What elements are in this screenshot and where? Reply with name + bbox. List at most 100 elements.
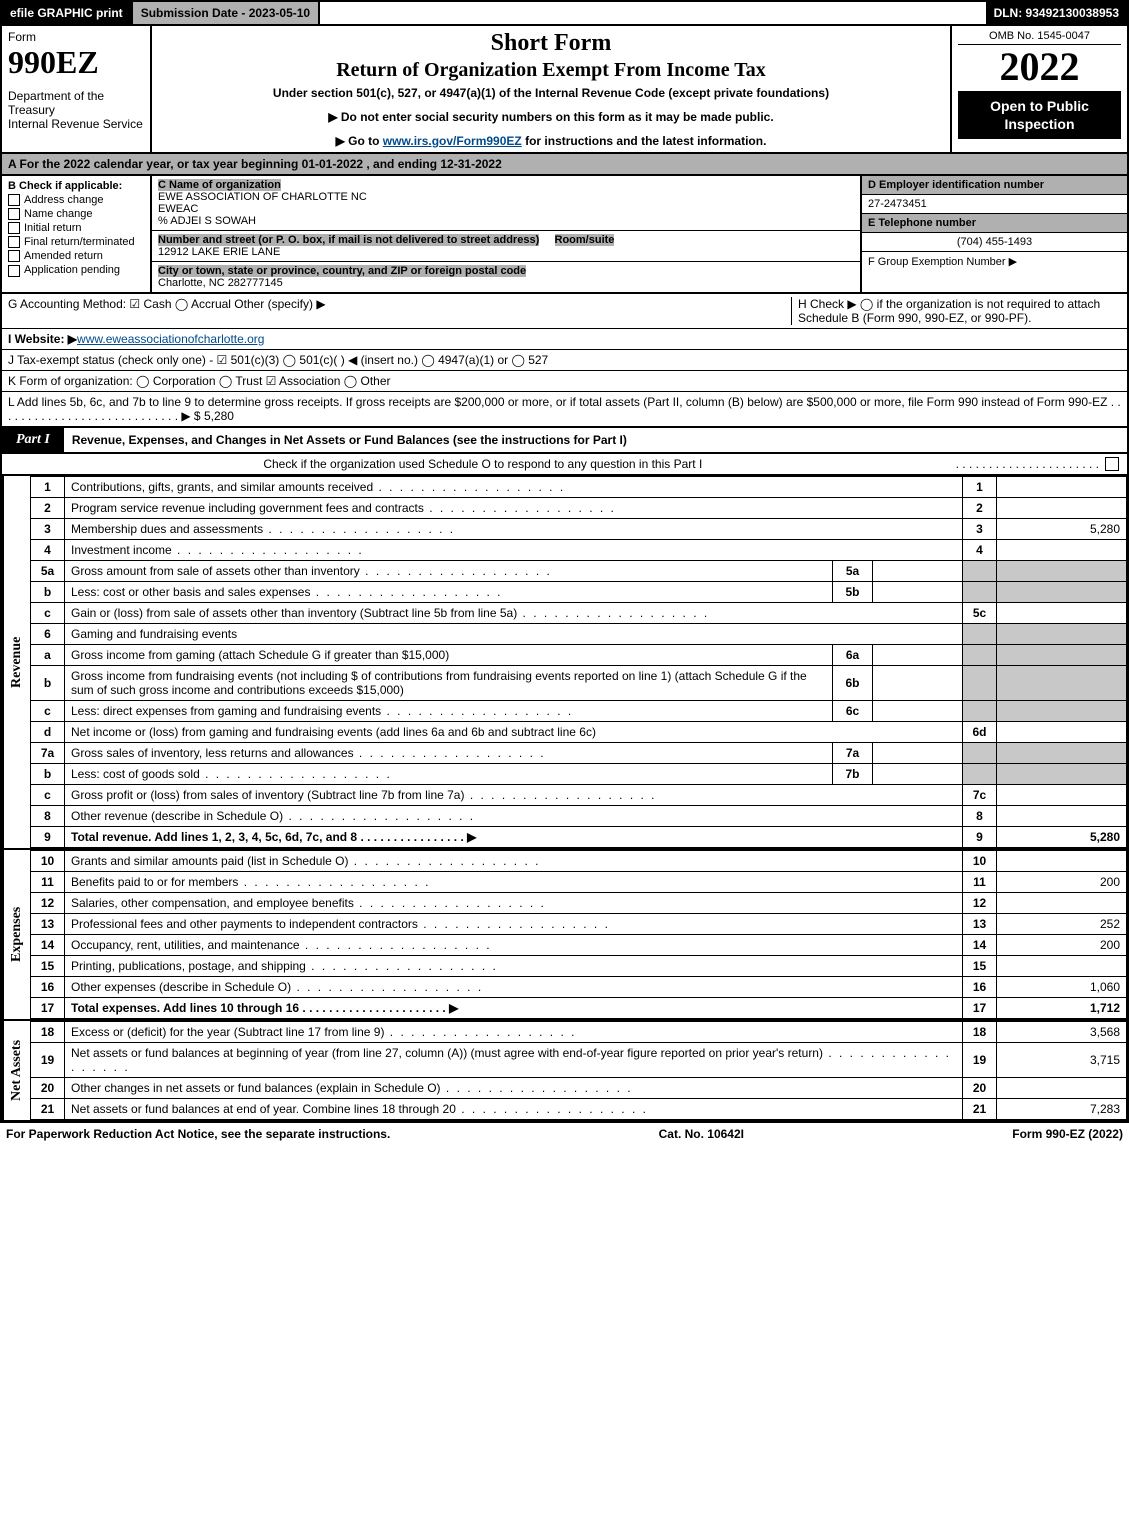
irs-link[interactable]: www.irs.gov/Form990EZ — [383, 134, 522, 148]
right-cell: OMB No. 1545-0047 2022 Open to Public In… — [952, 26, 1127, 152]
line-6d: dNet income or (loss) from gaming and fu… — [31, 722, 1127, 743]
form-id-cell: Form 990EZ Department of the Treasury In… — [2, 26, 152, 152]
room-hdr: Room/suite — [555, 234, 615, 246]
footer-left: For Paperwork Reduction Act Notice, see … — [6, 1127, 390, 1141]
d-ein: 27-2473451 — [862, 195, 1127, 214]
netassets-table: 18Excess or (deficit) for the year (Subt… — [30, 1021, 1127, 1120]
expenses-table: 10Grants and similar amounts paid (list … — [30, 850, 1127, 1019]
title-cell: Short Form Return of Organization Exempt… — [152, 26, 952, 152]
chk-name-change[interactable]: Name change — [8, 208, 144, 220]
section-bcdef: B Check if applicable: Address change Na… — [0, 176, 1129, 294]
line-7a: 7aGross sales of inventory, less returns… — [31, 743, 1127, 764]
org-name-1: EWE ASSOCIATION OF CHARLOTTE NC — [158, 191, 367, 203]
chk-initial-return[interactable]: Initial return — [8, 222, 144, 234]
row-g-accounting: G Accounting Method: ☑ Cash ◯ Accrual Ot… — [8, 297, 791, 325]
tax-year: 2022 — [958, 47, 1121, 87]
open-to-public: Open to Public Inspection — [958, 91, 1121, 139]
chk-final-return[interactable]: Final return/terminated — [8, 236, 144, 248]
form-label: Form — [8, 30, 144, 44]
care-of: % ADJEI S SOWAH — [158, 215, 256, 227]
city-row: City or town, state or province, country… — [152, 262, 860, 292]
line-7c: cGross profit or (loss) from sales of in… — [31, 785, 1127, 806]
revenue-section: Revenue 1Contributions, gifts, grants, a… — [0, 476, 1129, 850]
line-2: 2Program service revenue including gover… — [31, 498, 1127, 519]
line-5b: bLess: cost or other basis and sales exp… — [31, 582, 1127, 603]
part1-tag: Part I — [2, 428, 64, 452]
footer-mid: Cat. No. 10642I — [659, 1127, 744, 1141]
e-phone: (704) 455-1493 — [862, 233, 1127, 252]
col-def: D Employer identification number 27-2473… — [862, 176, 1127, 292]
line-5a: 5aGross amount from sale of assets other… — [31, 561, 1127, 582]
i-prefix: I Website: ▶ — [8, 332, 77, 346]
part1-checkrow: Check if the organization used Schedule … — [0, 454, 1129, 476]
omb-number: OMB No. 1545-0047 — [958, 30, 1121, 45]
d-hdr: D Employer identification number — [862, 176, 1127, 195]
line-11: 11Benefits paid to or for members11200 — [31, 872, 1127, 893]
expenses-label: Expenses — [2, 850, 30, 1019]
goto-pre: ▶ Go to — [336, 134, 383, 148]
part1-checkbox[interactable] — [1105, 457, 1119, 471]
line-7b: bLess: cost of goods sold7b — [31, 764, 1127, 785]
submission-date: Submission Date - 2023-05-10 — [133, 2, 320, 24]
line-6: 6Gaming and fundraising events — [31, 624, 1127, 645]
netassets-section: Net Assets 18Excess or (deficit) for the… — [0, 1021, 1129, 1122]
subtitle: Under section 501(c), 527, or 4947(a)(1)… — [158, 86, 944, 100]
city-hdr: City or town, state or province, country… — [158, 265, 526, 277]
line-21: 21Net assets or fund balances at end of … — [31, 1099, 1127, 1120]
col-b: B Check if applicable: Address change Na… — [2, 176, 152, 292]
website-link[interactable]: www.eweassociationofcharlotte.org — [77, 332, 264, 346]
line-6b: bGross income from fundraising events (n… — [31, 666, 1127, 701]
chk-address-change[interactable]: Address change — [8, 194, 144, 206]
line-19: 19Net assets or fund balances at beginni… — [31, 1043, 1127, 1078]
part1-title: Revenue, Expenses, and Changes in Net As… — [64, 429, 635, 451]
org-name-2: EWEAC — [158, 203, 198, 215]
line-8: 8Other revenue (describe in Schedule O)8 — [31, 806, 1127, 827]
line-9: 9Total revenue. Add lines 1, 2, 3, 4, 5c… — [31, 827, 1127, 848]
chk-amended-return[interactable]: Amended return — [8, 250, 144, 262]
expenses-section: Expenses 10Grants and similar amounts pa… — [0, 850, 1129, 1021]
line-18: 18Excess or (deficit) for the year (Subt… — [31, 1022, 1127, 1043]
part1-check-text: Check if the organization used Schedule … — [10, 457, 956, 471]
row-a-period: A For the 2022 calendar year, or tax yea… — [0, 154, 1129, 176]
page-footer: For Paperwork Reduction Act Notice, see … — [0, 1122, 1129, 1145]
line-13: 13Professional fees and other payments t… — [31, 914, 1127, 935]
department: Department of the Treasury Internal Reve… — [8, 89, 144, 131]
chk-application-pending[interactable]: Application pending — [8, 264, 144, 276]
line-6c: cLess: direct expenses from gaming and f… — [31, 701, 1127, 722]
city-value: Charlotte, NC 282777145 — [158, 277, 283, 289]
row-l-gross-receipts: L Add lines 5b, 6c, and 7b to line 9 to … — [2, 392, 1127, 426]
line-17: 17Total expenses. Add lines 10 through 1… — [31, 998, 1127, 1019]
row-i-website: I Website: ▶www.eweassociationofcharlott… — [2, 329, 1127, 350]
line-3: 3Membership dues and assessments35,280 — [31, 519, 1127, 540]
part1-header: Part I Revenue, Expenses, and Changes in… — [0, 428, 1129, 454]
top-bar: efile GRAPHIC print Submission Date - 20… — [0, 0, 1129, 26]
netassets-label: Net Assets — [2, 1021, 30, 1120]
form-header: Form 990EZ Department of the Treasury In… — [0, 26, 1129, 154]
mid-rows: G Accounting Method: ☑ Cash ◯ Accrual Ot… — [0, 294, 1129, 428]
c-name-hdr: C Name of organization — [158, 179, 281, 191]
revenue-label: Revenue — [2, 476, 30, 848]
street-hdr: Number and street (or P. O. box, if mail… — [158, 234, 539, 246]
row-h-schedule-b: H Check ▶ ◯ if the organization is not r… — [791, 297, 1121, 325]
goto-note: ▶ Go to www.irs.gov/Form990EZ for instru… — [158, 134, 944, 148]
line-10: 10Grants and similar amounts paid (list … — [31, 851, 1127, 872]
line-16: 16Other expenses (describe in Schedule O… — [31, 977, 1127, 998]
line-1: 1Contributions, gifts, grants, and simil… — [31, 477, 1127, 498]
footer-right: Form 990-EZ (2022) — [1012, 1127, 1123, 1141]
b-header: B Check if applicable: — [8, 180, 144, 192]
e-hdr: E Telephone number — [862, 214, 1127, 233]
line-5c: cGain or (loss) from sale of assets othe… — [31, 603, 1127, 624]
short-form-title: Short Form — [158, 30, 944, 57]
dln: DLN: 93492130038953 — [986, 2, 1127, 24]
col-c: C Name of organization EWE ASSOCIATION O… — [152, 176, 862, 292]
line-15: 15Printing, publications, postage, and s… — [31, 956, 1127, 977]
efile-print[interactable]: efile GRAPHIC print — [2, 2, 133, 24]
line-12: 12Salaries, other compensation, and empl… — [31, 893, 1127, 914]
form-number: 990EZ — [8, 44, 144, 81]
street-value: 12912 LAKE ERIE LANE — [158, 246, 280, 258]
ssn-note: ▶ Do not enter social security numbers o… — [158, 110, 944, 124]
org-name-row: C Name of organization EWE ASSOCIATION O… — [152, 176, 860, 231]
f-group-exemption: F Group Exemption Number ▶ — [862, 252, 1127, 271]
goto-post: for instructions and the latest informat… — [522, 134, 767, 148]
revenue-table: 1Contributions, gifts, grants, and simil… — [30, 476, 1127, 848]
